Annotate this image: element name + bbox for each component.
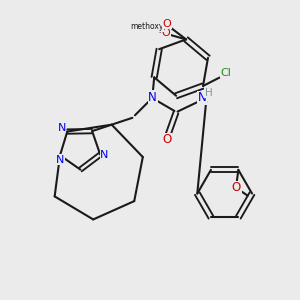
Text: O: O [232,182,241,194]
Text: N: N [58,123,66,133]
Text: N: N [197,92,206,104]
Text: Cl: Cl [220,68,231,78]
Text: N: N [100,150,109,160]
Text: methoxy: methoxy [130,22,164,31]
Text: O: O [162,19,171,29]
Text: N: N [56,155,64,165]
Text: O: O [162,134,171,146]
Text: H: H [205,88,212,98]
Text: O: O [161,28,170,38]
Text: N: N [148,91,157,104]
